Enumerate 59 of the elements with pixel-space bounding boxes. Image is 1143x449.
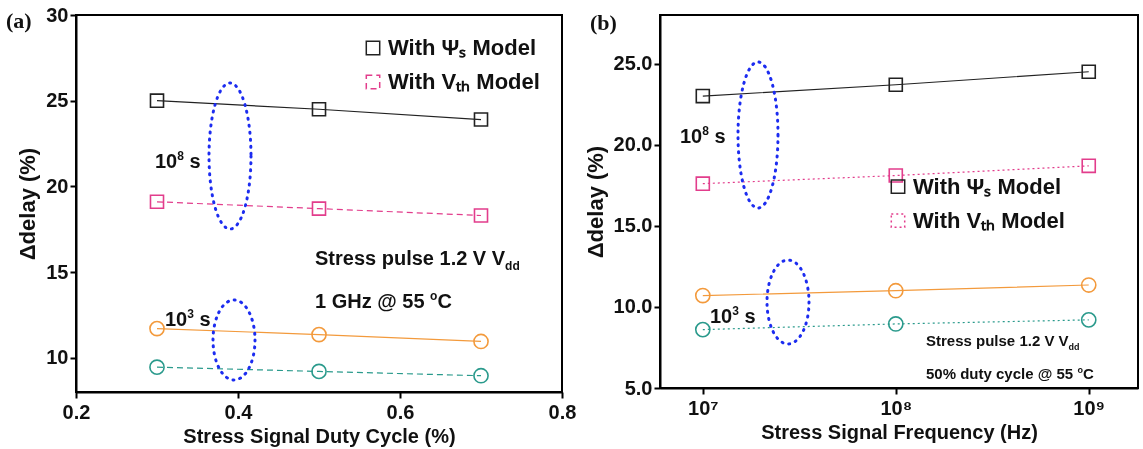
x-tick-label: 10⁹ bbox=[1073, 396, 1106, 419]
point bbox=[1080, 277, 1097, 293]
x-tick-label: 0.6 bbox=[386, 400, 415, 423]
y-axis-title: Δdelay (%) bbox=[582, 145, 608, 259]
y-tick-label: 20 bbox=[46, 174, 69, 197]
x-tick-label: 0.8 bbox=[548, 400, 577, 423]
point bbox=[473, 367, 489, 384]
point bbox=[149, 194, 165, 210]
point bbox=[694, 287, 711, 304]
annotation: 50% duty cycle @ 55 $^{o}$C bbox=[926, 365, 1094, 382]
point bbox=[695, 176, 711, 191]
annotation: Stress pulse 1.2 V V$_{dd}$ bbox=[315, 247, 520, 273]
y-tick-label: 5.0 bbox=[624, 376, 653, 399]
x-axis-title: Stress Signal Frequency (Hz) bbox=[761, 420, 1038, 443]
annotation: 10$^{8}$ s bbox=[680, 124, 726, 147]
y-tick-label: 15 bbox=[46, 260, 69, 283]
x-tick-label: 10⁷ bbox=[688, 396, 719, 419]
point bbox=[473, 208, 489, 223]
point bbox=[887, 282, 904, 299]
point bbox=[888, 77, 904, 93]
annotation: Stress pulse 1.2 V V$_{dd}$ bbox=[926, 332, 1080, 352]
annotation: 1 GHz @ 55 $^{o}$C bbox=[315, 289, 452, 312]
legend-label: With Vₜₕ Model bbox=[913, 207, 1065, 233]
point bbox=[149, 320, 165, 337]
point bbox=[1080, 312, 1097, 328]
point bbox=[311, 326, 327, 343]
annotation: 10$^{8}$ s bbox=[155, 149, 201, 172]
point bbox=[1081, 64, 1097, 80]
point bbox=[149, 93, 165, 108]
y-tick-label: 15.0 bbox=[613, 214, 653, 237]
x-axis-title: Stress Signal Duty Cycle (%) bbox=[183, 424, 456, 447]
point bbox=[1081, 158, 1097, 174]
point bbox=[695, 88, 711, 104]
x-tick-label: 0.4 bbox=[224, 400, 254, 423]
text: (b) bbox=[590, 10, 617, 35]
y-tick-label: 10.0 bbox=[613, 295, 653, 318]
annotation: 10$^{3}$ s bbox=[165, 307, 211, 330]
y-tick-label: 30 bbox=[46, 3, 69, 26]
point bbox=[888, 168, 904, 183]
point bbox=[311, 363, 327, 380]
x-tick-label: 0.2 bbox=[62, 400, 91, 423]
y-tick-label: 25 bbox=[46, 89, 69, 112]
point bbox=[311, 201, 327, 216]
text: (a) bbox=[6, 8, 32, 33]
point bbox=[694, 321, 711, 338]
legend-label: With Ψₛ Model bbox=[913, 173, 1062, 199]
y-tick-label: 20.0 bbox=[613, 133, 653, 156]
annotation: 10$^{3}$ s bbox=[710, 304, 756, 327]
y-axis-title: Δdelay (%) bbox=[15, 147, 41, 261]
point bbox=[473, 333, 489, 350]
point bbox=[887, 316, 904, 332]
point bbox=[311, 101, 327, 117]
legend-label: With Ψₛ Model bbox=[388, 35, 537, 60]
y-tick-label: 10 bbox=[46, 346, 69, 369]
point bbox=[149, 359, 165, 376]
y-tick-label: 25.0 bbox=[613, 52, 653, 75]
point bbox=[473, 112, 489, 127]
legend-label: With Vₜₕ Model bbox=[388, 69, 540, 94]
x-tick-label: 10⁸ bbox=[880, 396, 913, 419]
